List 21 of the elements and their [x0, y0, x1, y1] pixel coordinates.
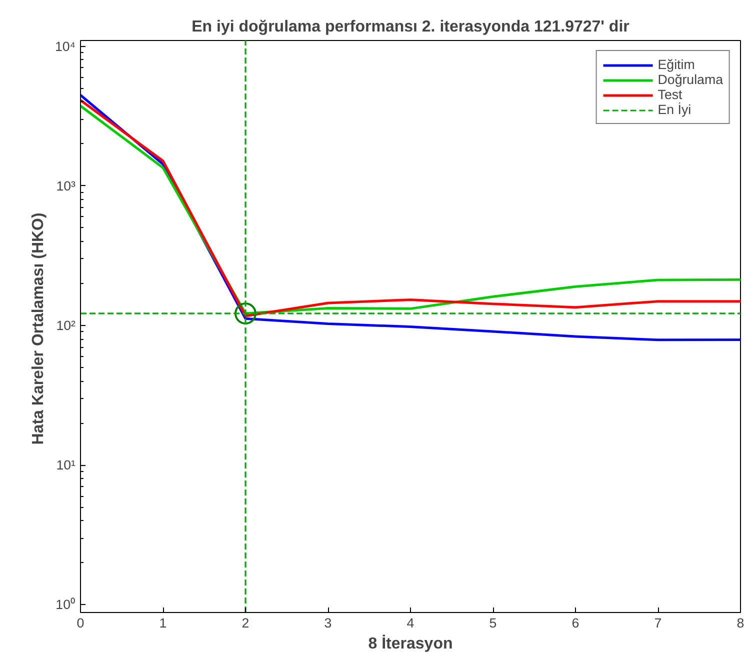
x-tick-label: 8	[736, 616, 744, 630]
legend-label: Eğitim	[658, 57, 695, 72]
y-tick-label: 10²	[56, 318, 76, 334]
x-tick-label: 4	[406, 616, 415, 630]
y-tick-label: 10⁰	[56, 597, 76, 612]
x-tick-label: 1	[159, 616, 167, 630]
x-tick-label: 2	[242, 616, 250, 630]
y-tick-label: 10⁴	[54, 38, 76, 54]
x-axis-title: 8 İterasyon	[368, 634, 453, 652]
x-tick-label: 0	[76, 616, 84, 630]
y-tick-label: 10¹	[56, 458, 76, 473]
x-tick-label: 3	[324, 616, 332, 630]
chart-title: En iyi doğrulama performansı 2. iterasyonda 121.9727' dir	[192, 18, 630, 36]
y-tick-label: 10³	[56, 178, 76, 194]
x-tick-label: 5	[489, 616, 497, 630]
legend-label: En İyi	[658, 102, 692, 117]
legend-label: Doğrulama	[658, 72, 723, 87]
y-axis-title: Hata Kareler Ortalaması (HKO)	[30, 212, 47, 445]
x-tick-label: 7	[654, 616, 662, 630]
legend-label: Test	[658, 87, 682, 102]
x-tick-label: 6	[572, 616, 580, 630]
